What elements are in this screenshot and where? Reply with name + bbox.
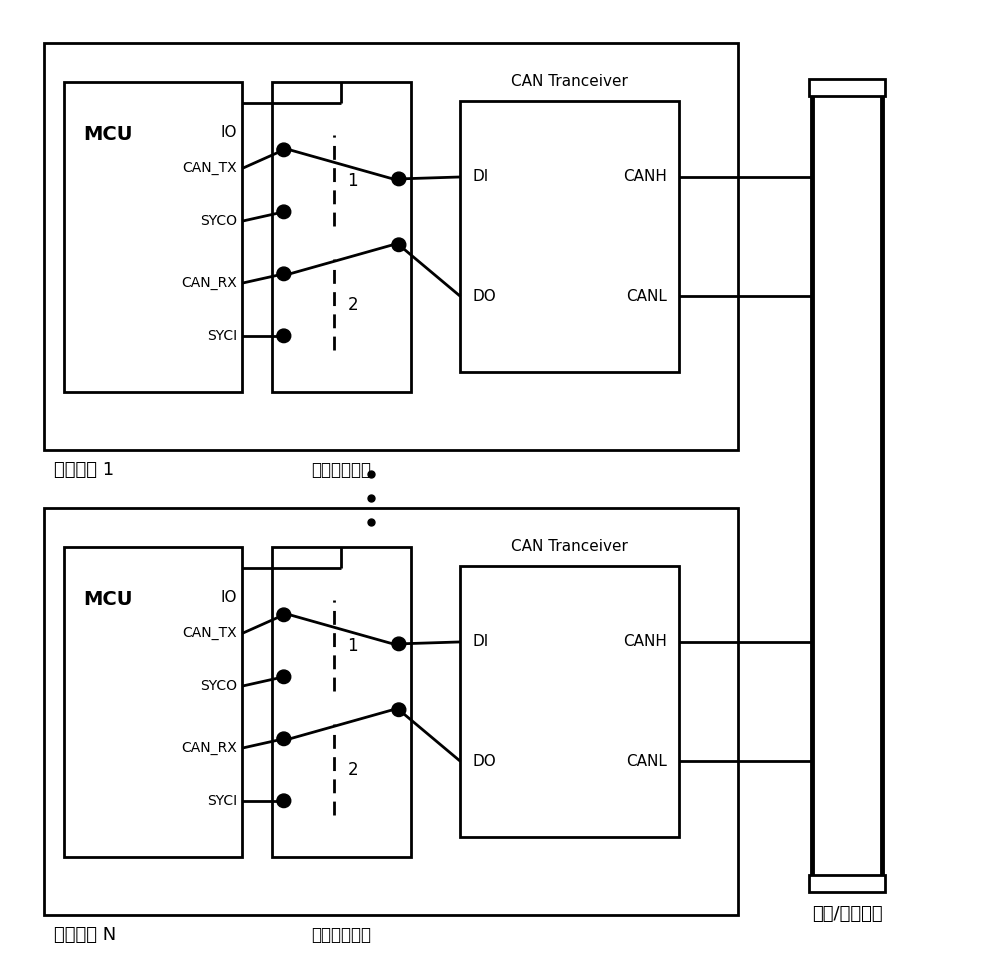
Bar [460,566,679,837]
Circle shape [277,205,291,219]
Circle shape [392,172,406,186]
Text: CAN_RX: CAN_RX [181,742,237,755]
Circle shape [392,238,406,251]
Bar [272,546,411,857]
Bar [809,79,885,96]
Text: CAN Tranceiver: CAN Tranceiver [511,539,628,554]
Bar [460,101,679,372]
Text: CAN_TX: CAN_TX [183,626,237,640]
Text: SYCI: SYCI [207,329,237,343]
Text: DI: DI [472,169,488,185]
Text: 电源模块 1: 电源模块 1 [54,461,114,480]
Circle shape [277,732,291,745]
Text: IO: IO [221,590,237,605]
Text: DI: DI [472,634,488,650]
Circle shape [277,608,291,621]
Text: CANL: CANL [626,754,667,769]
Text: 分时复用模块: 分时复用模块 [311,461,371,480]
Text: CAN Tranceiver: CAN Tranceiver [511,74,628,90]
Circle shape [277,143,291,156]
Text: DO: DO [472,754,496,769]
Text: DO: DO [472,289,496,304]
Circle shape [392,703,406,716]
Text: MCU: MCU [84,590,133,610]
Text: SYCO: SYCO [200,679,237,693]
Text: 电源模块 N: 电源模块 N [54,926,116,945]
Text: 分时复用模块: 分时复用模块 [311,926,371,945]
Text: CANH: CANH [623,634,667,650]
Text: 2: 2 [347,761,358,779]
Circle shape [277,670,291,684]
Bar [44,508,738,914]
Bar [44,43,738,449]
Text: 通信/同步总线: 通信/同步总线 [812,905,882,923]
Circle shape [277,267,291,280]
Bar [64,546,242,857]
Text: 1: 1 [347,637,358,655]
Text: 1: 1 [347,172,358,190]
Text: CAN_TX: CAN_TX [183,161,237,176]
Text: 2: 2 [347,296,358,314]
Text: CAN_RX: CAN_RX [181,276,237,290]
Text: MCU: MCU [84,125,133,145]
Bar [812,87,882,890]
Text: CANH: CANH [623,169,667,185]
Circle shape [277,329,291,343]
Circle shape [277,794,291,808]
Bar [809,875,885,892]
Bar [272,82,411,392]
Circle shape [392,637,406,651]
Text: SYCO: SYCO [200,214,237,229]
Bar [64,82,242,392]
Text: SYCI: SYCI [207,793,237,808]
Text: CANL: CANL [626,289,667,304]
Text: IO: IO [221,125,237,141]
